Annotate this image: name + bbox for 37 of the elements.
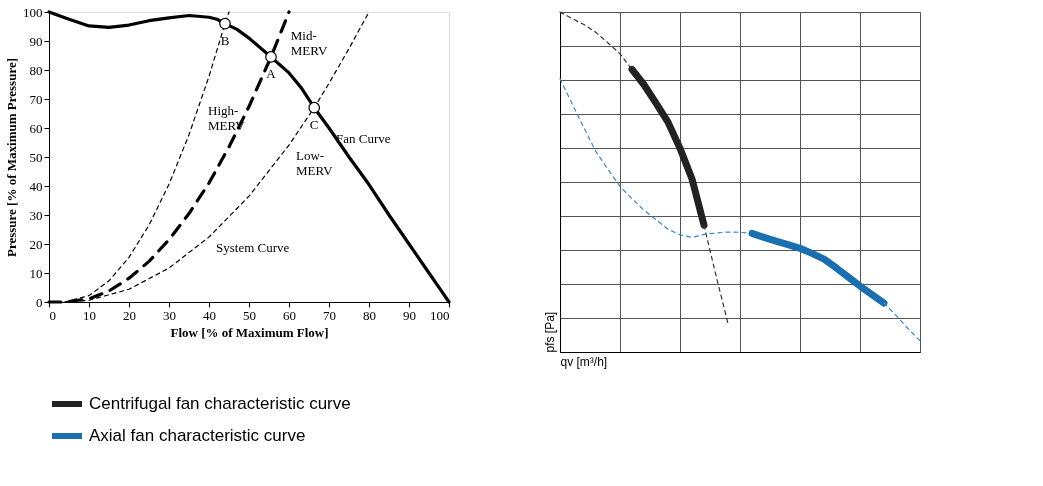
y-tick-label: 10 bbox=[29, 265, 43, 281]
x-axis-title: qv [m³/h] bbox=[560, 354, 608, 369]
y-tick-label: 40 bbox=[29, 178, 43, 194]
annotation: A bbox=[266, 65, 277, 81]
x-tick-label: 100 bbox=[430, 307, 450, 323]
x-tick-label: 10 bbox=[83, 307, 96, 323]
y-axis-title: pfs [Pa] bbox=[542, 311, 557, 353]
y-axis-title: Pressure [% of Maximum Pressure] bbox=[4, 57, 19, 258]
y-tick-label: 90 bbox=[29, 33, 43, 49]
x-tick-label: 30 bbox=[163, 307, 176, 323]
annotation: C bbox=[309, 116, 319, 132]
point bbox=[265, 51, 277, 63]
point bbox=[219, 17, 231, 30]
x-tick-label: 20 bbox=[123, 307, 136, 323]
y-tick-label: 60 bbox=[29, 120, 43, 136]
x-tick-label: 60 bbox=[283, 307, 296, 323]
y-tick-label: 70 bbox=[29, 91, 43, 107]
point bbox=[308, 101, 321, 114]
x-tick-label: 90 bbox=[403, 307, 416, 323]
annotation: Low- MERV bbox=[296, 148, 334, 179]
x-tick-label: 70 bbox=[323, 307, 336, 323]
y-tick-label: 30 bbox=[29, 207, 43, 223]
x-tick-label: 40 bbox=[203, 307, 216, 323]
y-tick-label: 0 bbox=[36, 294, 43, 310]
legend-label: Centrifugal fan characteristic curve bbox=[89, 394, 351, 413]
x-tick-label: 80 bbox=[363, 307, 376, 323]
x-tick-label: 50 bbox=[243, 307, 256, 323]
x-tick-label: 0 bbox=[49, 307, 56, 323]
annotation: System Curve bbox=[216, 240, 290, 256]
y-tick-label: 80 bbox=[29, 62, 43, 78]
y-tick-label: 20 bbox=[29, 236, 43, 252]
x-axis-title: Flow [% of Maximum Flow] bbox=[170, 324, 329, 340]
annotation: B bbox=[220, 32, 230, 48]
y-tick-label: 50 bbox=[29, 149, 43, 165]
y-tick-label: 100 bbox=[23, 4, 43, 20]
legend-label: Axial fan characteristic curve bbox=[89, 426, 306, 445]
annotation: Mid- MERV bbox=[290, 28, 328, 59]
